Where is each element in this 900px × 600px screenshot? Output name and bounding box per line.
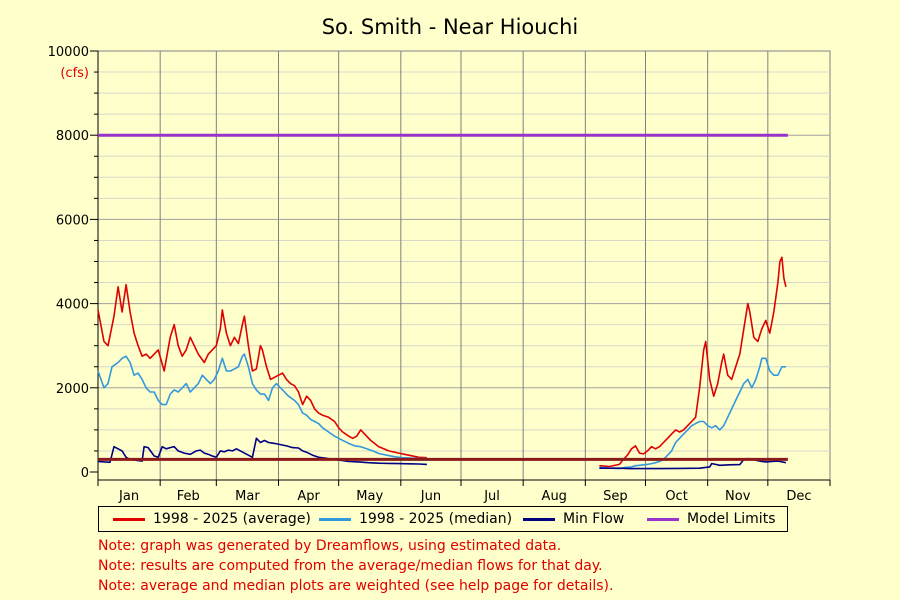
x-tick-label: Jun — [420, 489, 441, 504]
chart-title: So. Smith - Near Hiouchi — [322, 15, 579, 39]
x-tick-label: Nov — [725, 489, 751, 504]
legend-swatch-min-flow — [523, 517, 555, 521]
note-line: Note: graph was generated by Dreamflows,… — [98, 538, 562, 554]
plot-frame — [97, 50, 831, 481]
series — [97, 133, 788, 470]
x-tick-label: Apr — [297, 489, 320, 504]
legend-swatch-model-limits — [647, 517, 679, 521]
series-median-line — [97, 353, 786, 470]
x-tick-label: Aug — [542, 489, 567, 504]
y-tick-label: 10000 — [48, 45, 89, 60]
legend-swatch-median — [319, 517, 351, 521]
y-tick-label: 8000 — [56, 129, 89, 144]
y-tick-label: 4000 — [56, 298, 89, 313]
legend-label-median: 1998 - 2025 (median) — [359, 511, 513, 527]
legend-label-average: 1998 - 2025 (average) — [153, 511, 311, 527]
axes: 0 2000 4000 6000 8000 10000 Jan Feb Mar Apr May Jun… — [48, 45, 831, 504]
x-tick-label: Mar — [235, 489, 260, 504]
legend-item-median: 1998 - 2025 (median) — [319, 510, 512, 528]
y-tick-label: 0 — [81, 466, 89, 481]
x-tick-label: May — [356, 489, 383, 504]
legend-item-model-limits: Model Limits — [647, 510, 775, 528]
x-tick-label: Feb — [177, 489, 200, 504]
legend-label-model-limits: Model Limits — [687, 511, 776, 527]
legend-item-min-flow: Min Flow — [523, 510, 624, 528]
legend-item-average: 1998 - 2025 (average) — [113, 510, 311, 528]
legend: 1998 - 2025 (average) 1998 - 2025 (media… — [98, 506, 788, 532]
x-tick-label: Oct — [665, 489, 687, 504]
note-line: Note: average and median plots are weigh… — [98, 578, 614, 594]
x-tick-label: Sep — [603, 489, 628, 504]
legend-swatch-average — [113, 517, 145, 521]
x-tick-label: Dec — [786, 489, 811, 504]
y-tick-label: 2000 — [56, 382, 89, 397]
notes: Note: graph was generated by Dreamflows,… — [98, 536, 613, 596]
series-average-line — [97, 256, 787, 468]
legend-label-min-flow: Min Flow — [563, 511, 625, 527]
x-tick-label: Jan — [118, 489, 139, 504]
x-tick-label: Jul — [483, 489, 500, 504]
y-axis-unit-label: (cfs) — [60, 66, 89, 81]
y-tick-label: 6000 — [56, 213, 89, 228]
note-line: Note: results are computed from the aver… — [98, 558, 603, 574]
